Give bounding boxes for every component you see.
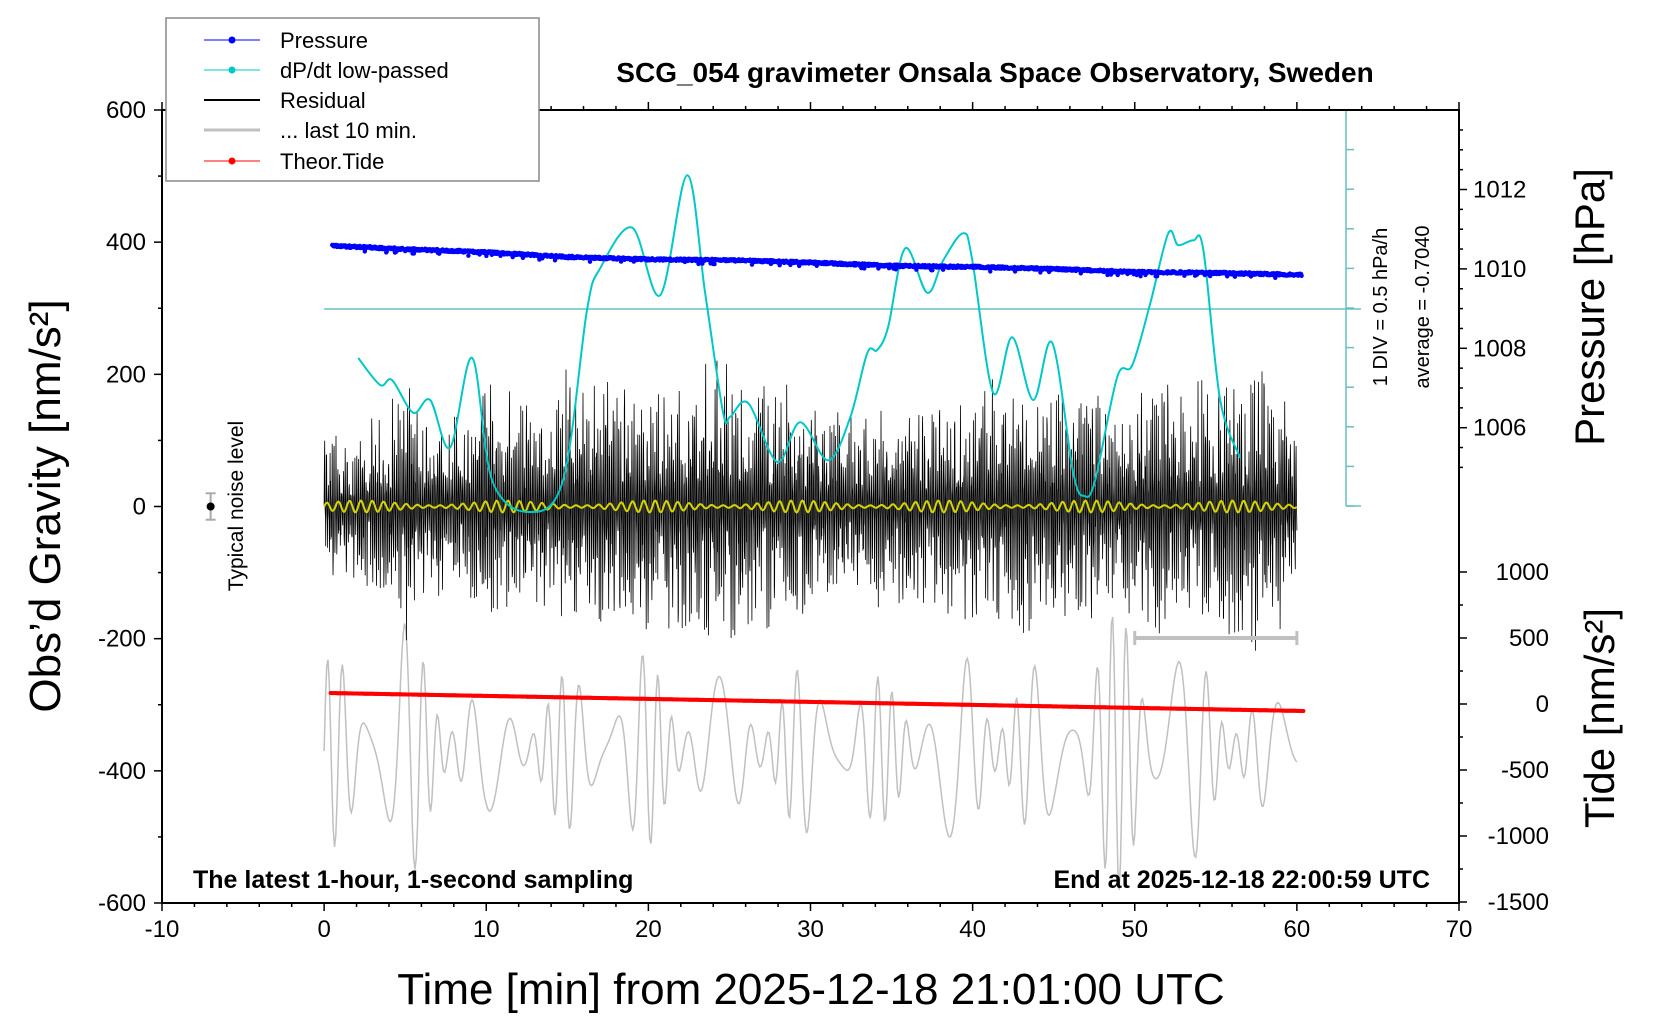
dpdt-scale-annotation: 1 DIV = 0.5 hPa/h [1370, 228, 1392, 386]
dpdt-average-annotation: average = -0.7040 [1412, 226, 1434, 389]
x-tick-label: 50 [1121, 916, 1148, 943]
x-axis-label: Time [min] from 2025-12-18 21:01:00 UTC [397, 965, 1224, 1014]
x-tick-label: 10 [473, 916, 500, 943]
y-tick-label: -600 [98, 890, 146, 917]
tide-tick-label: 1000 [1496, 559, 1549, 586]
pressure-tick-label: 1012 [1473, 177, 1526, 204]
pressure-point [940, 267, 946, 272]
legend-item-residual: Residual [204, 88, 366, 113]
chart-title: SCG_054 gravimeter Onsala Space Observat… [616, 57, 1373, 88]
y-tick-label: 600 [106, 97, 146, 124]
pressure-point [914, 267, 919, 272]
y-tick-label: 400 [106, 229, 146, 256]
end-time-annotation: End at 2025-12-18 22:00:59 UTC [1053, 866, 1430, 894]
svg-text:... last 10 min.: ... last 10 min. [280, 118, 417, 143]
residual-trace [323, 360, 1298, 651]
series-layer [205, 109, 1361, 890]
x-tick-label: 40 [959, 916, 986, 943]
x-tick-label: 0 [317, 916, 330, 943]
y-tick-label: 200 [106, 361, 146, 388]
pressure-point [988, 269, 993, 274]
x-tick-label: 30 [797, 916, 824, 943]
sampling-annotation: The latest 1-hour, 1-second sampling [193, 866, 633, 894]
y-tick-label: -200 [98, 626, 146, 653]
legend-item-tide: Theor.Tide [204, 149, 384, 174]
legend-item-dpdt: dP/dt low-passed [204, 58, 449, 83]
tide-tick-label: 0 [1536, 691, 1549, 718]
tide-point [1301, 709, 1306, 713]
tide-tick-label: -1500 [1488, 889, 1549, 916]
noise-level-point [206, 502, 215, 511]
pressure-point [1299, 273, 1304, 278]
x-tick-label: 70 [1446, 916, 1473, 943]
pressure-point [712, 261, 717, 267]
svg-text:Pressure: Pressure [280, 28, 368, 53]
pressure-point [696, 261, 701, 267]
tide-tick-label: -500 [1501, 757, 1549, 784]
legend: Pressure dP/dt low-passed Residual ... l… [165, 17, 540, 182]
svg-text:Theor.Tide: Theor.Tide [280, 149, 384, 174]
pressure-axis-label: Pressure [hPa] [1566, 168, 1613, 446]
last10-trace [323, 616, 1298, 890]
x-tick-label: 20 [635, 916, 662, 943]
y-tick-label: -400 [98, 758, 146, 785]
axes-layer: -10 0 10 20 30 40 50 60 70 600 400 200 0 -200 -400 -600… [98, 97, 1549, 943]
y-axis-label: Obs’d Gravity [nm/s²] [21, 299, 70, 712]
noise-level-label: Typical noise level [225, 421, 248, 591]
smoothed-residual-trace [323, 499, 1298, 514]
svg-text:Residual: Residual [280, 88, 366, 113]
pressure-point [466, 253, 471, 258]
x-tick-label: 60 [1284, 916, 1311, 943]
pressure-tick-label: 1010 [1473, 256, 1526, 283]
pressure-tick-label: 1006 [1473, 415, 1526, 442]
tide-tick-label: -1000 [1488, 823, 1549, 850]
x-tick-label: -10 [145, 916, 180, 943]
pressure-point [1273, 275, 1278, 280]
pressure-point [1154, 274, 1160, 279]
pressure-tick-label: 1008 [1473, 335, 1526, 362]
legend-item-pressure: Pressure [204, 28, 368, 53]
dpdt-curve [357, 174, 1242, 513]
y-tick-label: 0 [133, 494, 146, 521]
tide-tick-label: 500 [1509, 625, 1549, 652]
svg-text:dP/dt low-passed: dP/dt low-passed [280, 58, 449, 83]
tide-axis-label: Tide [nm/s²] [1576, 608, 1623, 828]
legend-item-last10: ... last 10 min. [204, 118, 417, 143]
